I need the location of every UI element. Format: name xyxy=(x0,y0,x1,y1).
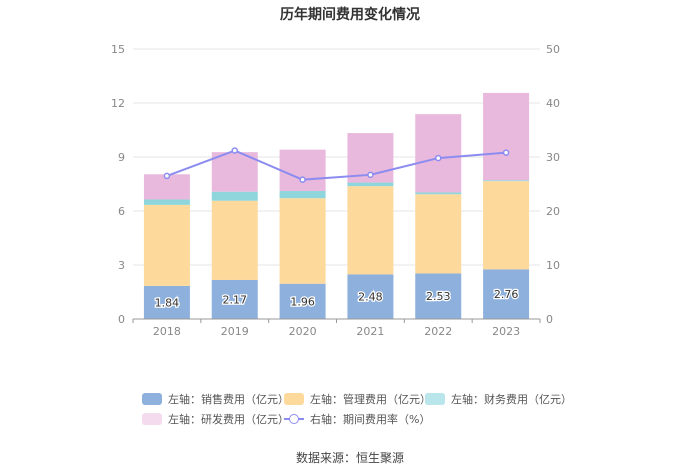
line-point-expense-rate xyxy=(367,171,374,179)
legend-swatch-rnd xyxy=(142,413,162,425)
bar-sales xyxy=(279,283,326,319)
bar-finance xyxy=(347,182,394,187)
bar-data-label: 1.96 xyxy=(290,295,315,308)
line-point-expense-rate xyxy=(299,176,306,183)
y-right-tick-label: 30 xyxy=(546,151,560,164)
y-right-tick-label: 20 xyxy=(546,205,560,218)
bar-sales xyxy=(143,285,190,319)
bar-data-label: 2.53 xyxy=(426,290,451,303)
legend-item-expense-rate[interactable]: 右轴：期间费用率（%） xyxy=(284,411,430,427)
x-tick-label: 2023 xyxy=(492,325,520,338)
bar-management xyxy=(347,186,394,275)
legend-swatch-sales xyxy=(142,393,162,405)
legend-label-management: 左轴：管理费用（亿元） xyxy=(310,393,431,406)
bar-rnd xyxy=(279,149,326,192)
line-point-expense-rate xyxy=(435,154,442,162)
x-tick-label: 2019 xyxy=(221,325,249,338)
y-left-tick-label: 15 xyxy=(111,43,125,56)
y-right-tick-label: 40 xyxy=(546,97,560,110)
legend-label-expense-rate: 右轴：期间费用率（%） xyxy=(310,413,431,426)
bar-management xyxy=(415,194,462,274)
bar-rnd xyxy=(211,152,258,192)
bar-data-label: 2.17 xyxy=(223,293,248,306)
x-tick-label: 2022 xyxy=(424,325,452,338)
data-source: 数据来源：恒生聚源 xyxy=(295,451,404,465)
legend-swatch-expense-rate xyxy=(284,413,304,425)
y-left-tick-label: 9 xyxy=(118,151,125,164)
bar-management xyxy=(483,181,530,270)
legend-item-sales[interactable]: 左轴：销售费用（亿元） xyxy=(142,391,289,407)
legend-label-sales: 左轴：销售费用（亿元） xyxy=(168,393,289,406)
bar-data-label: 2.76 xyxy=(494,288,519,301)
y-left-tick-label: 0 xyxy=(118,313,125,326)
y-left-tick-label: 12 xyxy=(111,97,125,110)
bar-sales xyxy=(347,274,394,319)
legend-item-finance[interactable]: 左轴：财务费用（亿元） xyxy=(425,391,572,407)
line-point-expense-rate xyxy=(231,147,238,154)
x-tick-label: 2018 xyxy=(153,325,181,338)
bar-rnd xyxy=(483,92,530,181)
y-left-tick-label: 6 xyxy=(118,205,125,218)
x-tick-label: 2021 xyxy=(356,325,384,338)
bar-sales xyxy=(483,269,530,319)
bar-management xyxy=(211,200,258,280)
x-tick-label: 2020 xyxy=(289,325,317,338)
y-right-tick-label: 50 xyxy=(546,43,560,56)
legend-label-rnd: 左轴：研发费用（亿元） xyxy=(168,413,289,426)
line-point-expense-rate xyxy=(163,172,171,180)
bar-data-label: 1.84 xyxy=(155,296,180,309)
legend-swatch-management xyxy=(284,393,304,405)
line-expense-rate xyxy=(166,149,507,181)
bar-rnd xyxy=(415,114,462,193)
bar-finance xyxy=(211,191,258,201)
bar-sales xyxy=(211,279,258,319)
legend-item-rnd[interactable]: 左轴：研发费用（亿元） xyxy=(142,411,289,427)
y-right-tick-label: 0 xyxy=(546,313,553,326)
y-right-tick-label: 10 xyxy=(546,259,560,272)
line-point-expense-rate xyxy=(502,149,510,156)
chart-title: 历年期间费用变化情况 xyxy=(280,7,420,23)
bar-finance xyxy=(279,191,326,199)
bar-data-label: 2.48 xyxy=(358,291,383,304)
bar-management xyxy=(279,198,326,284)
bar-sales xyxy=(415,273,462,319)
bar-finance xyxy=(483,180,530,182)
bar-finance xyxy=(415,192,462,195)
bar-finance xyxy=(143,199,190,205)
legend-item-management[interactable]: 左轴：管理费用（亿元） xyxy=(284,391,431,407)
bar-management xyxy=(143,204,190,286)
legend-label-finance: 左轴：财务费用（亿元） xyxy=(451,393,572,406)
y-left-tick-label: 3 xyxy=(118,259,125,272)
legend-swatch-finance xyxy=(425,393,445,405)
